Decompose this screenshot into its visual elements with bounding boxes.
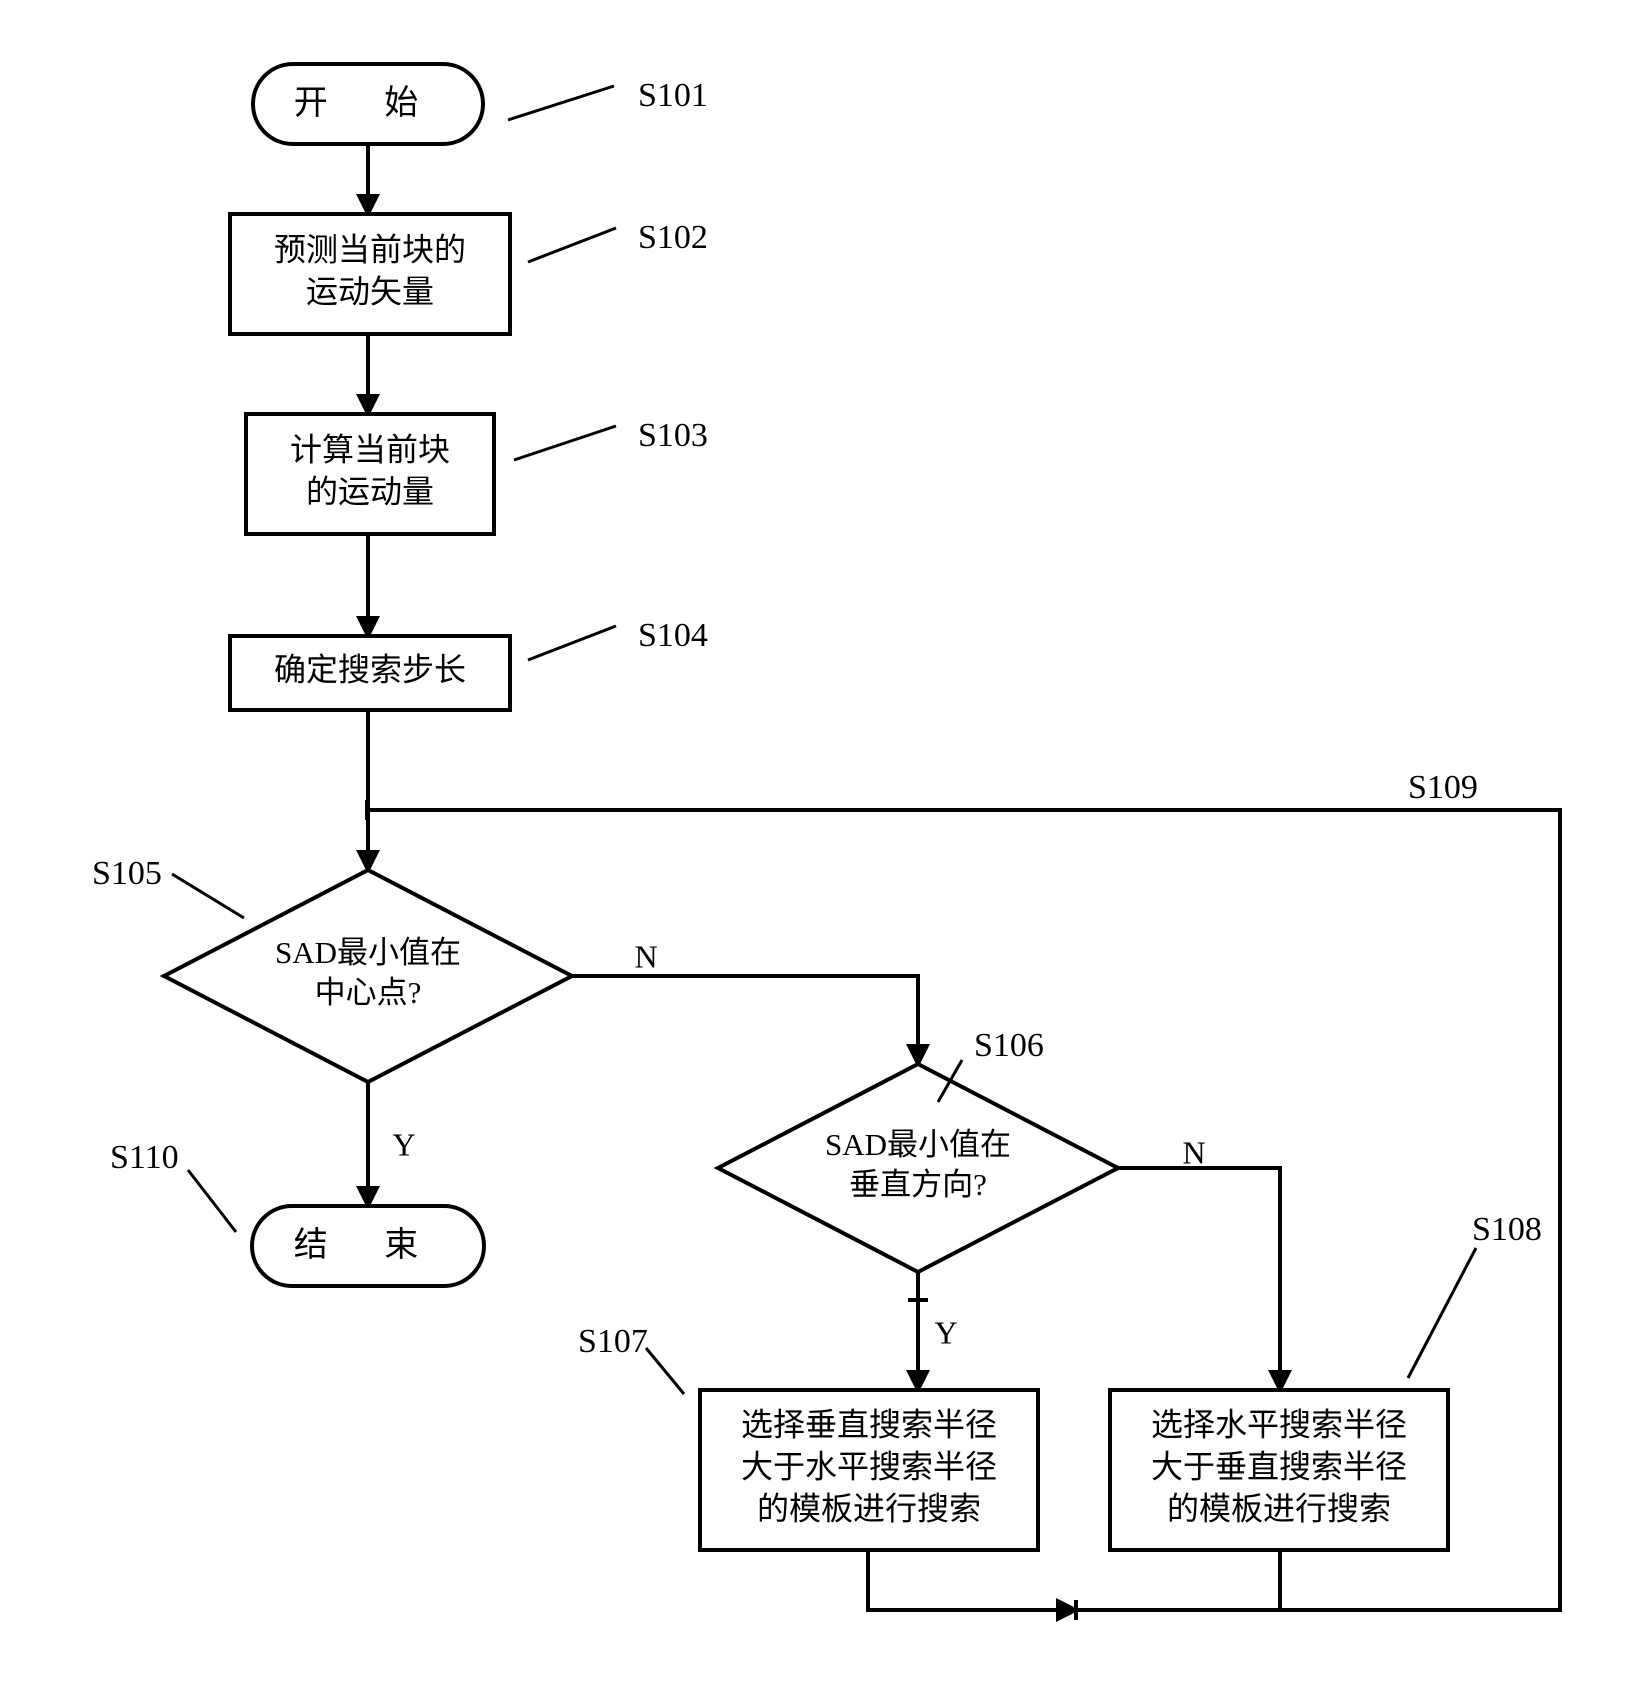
svg-text:选择垂直搜索半径: 选择垂直搜索半径 (741, 1406, 997, 1442)
svg-text:计算当前块: 计算当前块 (290, 431, 450, 467)
svg-text:中心点?: 中心点? (315, 975, 422, 1010)
svg-text:S110: S110 (110, 1139, 179, 1176)
svg-text:的模板进行搜索: 的模板进行搜索 (757, 1490, 981, 1526)
svg-text:开 始: 开 始 (294, 84, 443, 122)
svg-text:大于水平搜索半径: 大于水平搜索半径 (741, 1448, 997, 1484)
svg-text:SAD最小值在: SAD最小值在 (275, 935, 461, 970)
svg-text:N: N (634, 938, 657, 974)
svg-text:结 束: 结 束 (294, 1226, 443, 1264)
svg-text:N: N (1182, 1134, 1205, 1170)
svg-text:预测当前块的: 预测当前块的 (274, 231, 466, 267)
svg-text:S103: S103 (638, 417, 708, 454)
svg-text:选择水平搜索半径: 选择水平搜索半径 (1151, 1406, 1407, 1442)
svg-text:S106: S106 (974, 1027, 1044, 1064)
svg-text:S107: S107 (578, 1323, 648, 1360)
svg-text:Y: Y (392, 1126, 415, 1162)
svg-text:确定搜索步长: 确定搜索步长 (274, 651, 466, 687)
svg-text:的模板进行搜索: 的模板进行搜索 (1167, 1490, 1391, 1526)
svg-text:SAD最小值在: SAD最小值在 (825, 1127, 1011, 1162)
svg-text:S104: S104 (638, 617, 708, 654)
svg-text:大于垂直搜索半径: 大于垂直搜索半径 (1151, 1448, 1407, 1484)
svg-text:S105: S105 (92, 855, 162, 892)
svg-text:运动矢量: 运动矢量 (306, 273, 434, 309)
svg-text:S101: S101 (638, 77, 708, 114)
svg-text:S109: S109 (1408, 769, 1478, 806)
svg-text:S108: S108 (1472, 1211, 1542, 1248)
svg-text:垂直方向?: 垂直方向? (849, 1167, 987, 1202)
svg-text:的运动量: 的运动量 (306, 473, 434, 509)
svg-text:S102: S102 (638, 219, 708, 256)
svg-text:Y: Y (934, 1314, 957, 1350)
